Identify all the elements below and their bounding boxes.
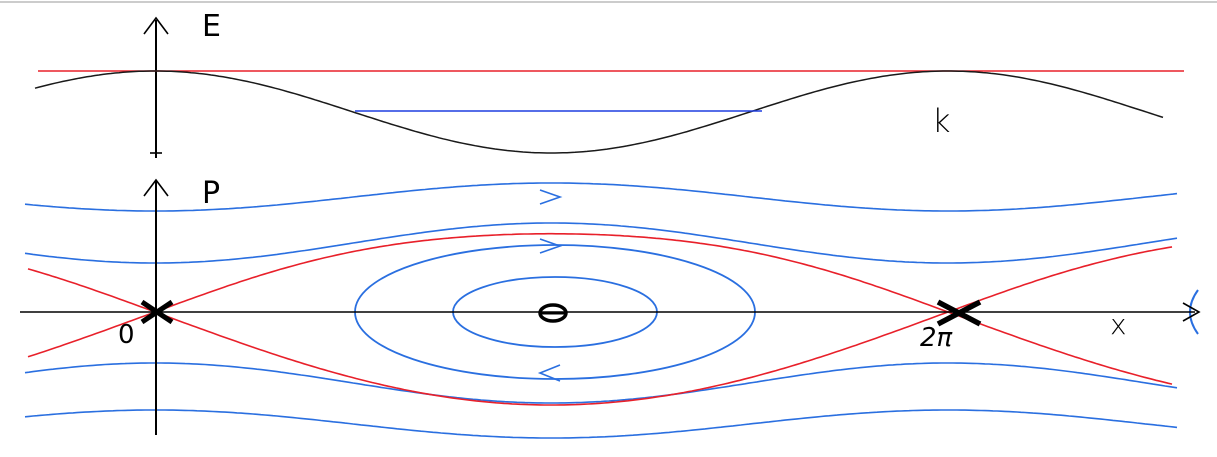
saddle-point-origin <box>140 299 174 325</box>
potential-curve <box>34 70 1164 154</box>
two-pi-label: 2π <box>920 323 953 353</box>
flow-arrow-top-orbit <box>539 189 563 205</box>
rotation-orbit-bottom-inner <box>24 362 1178 404</box>
phase-plot: x P 0 2π <box>20 176 1201 439</box>
rotation-orbit-bottom-outer <box>24 409 1178 439</box>
x-axis-label: x <box>1110 308 1127 341</box>
curve-label-k: k <box>932 102 951 140</box>
flow-arrow-outer-libration-top <box>539 238 563 254</box>
separatrix-lower <box>27 311 1173 406</box>
p-axis-arrow <box>143 178 169 197</box>
energy-plot: E k <box>34 9 1184 158</box>
rotation-orbit-top-inner <box>24 222 1178 264</box>
energy-axis-label: E <box>202 9 221 44</box>
origin-label: 0 <box>118 320 135 350</box>
x-axis-arrow <box>1182 302 1201 322</box>
rotation-orbit-top-outer <box>24 182 1178 212</box>
saddle-point-2pi <box>936 299 982 327</box>
flow-arrow-outer-libration-bottom <box>537 364 561 382</box>
separatrix-upper <box>27 232 1173 313</box>
p-axis-label: P <box>202 176 220 211</box>
energy-axis-arrow <box>143 16 169 35</box>
